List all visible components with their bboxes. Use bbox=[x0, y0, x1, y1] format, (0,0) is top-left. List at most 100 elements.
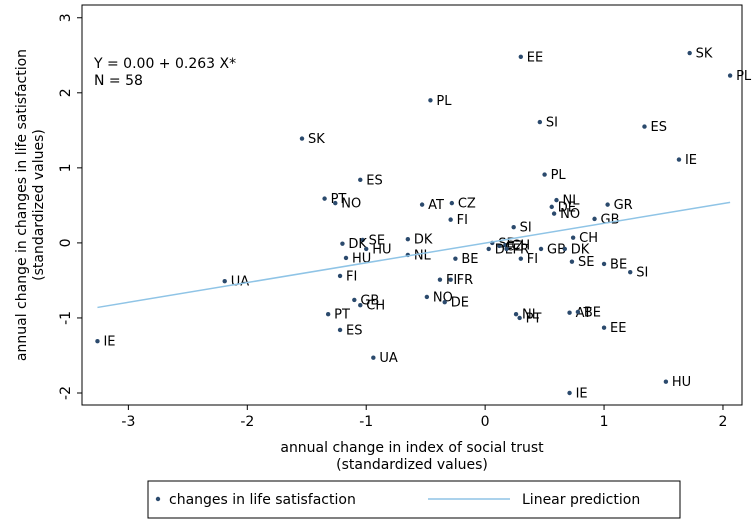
point-label: BE bbox=[461, 252, 478, 267]
point bbox=[360, 237, 365, 243]
point bbox=[337, 273, 343, 279]
point bbox=[542, 172, 547, 177]
point-label: CZ bbox=[505, 239, 523, 254]
point-label: IE bbox=[685, 153, 697, 168]
legend-label: changes in life satisfaction bbox=[169, 492, 356, 508]
point bbox=[567, 310, 572, 315]
point bbox=[687, 50, 692, 56]
x-tick-label: -3 bbox=[121, 414, 135, 430]
point-label: NL bbox=[522, 308, 540, 323]
point-label: FI bbox=[346, 269, 357, 284]
point bbox=[663, 379, 669, 384]
point-label: NO bbox=[560, 207, 580, 222]
x-tick-label: -2 bbox=[240, 414, 254, 430]
point-label: CH bbox=[579, 231, 598, 246]
point bbox=[642, 124, 647, 129]
point bbox=[562, 246, 568, 252]
y-tick-label: 1 bbox=[58, 163, 74, 172]
point bbox=[567, 390, 572, 396]
point bbox=[518, 256, 524, 261]
point bbox=[601, 325, 607, 330]
point-label: HU bbox=[672, 375, 691, 390]
point-label: ES bbox=[346, 323, 362, 338]
point bbox=[453, 256, 458, 261]
y-tick-label: -2 bbox=[58, 386, 74, 400]
point bbox=[551, 211, 557, 216]
point bbox=[601, 261, 607, 267]
point bbox=[337, 327, 343, 333]
point bbox=[511, 224, 516, 230]
point bbox=[517, 315, 522, 321]
x-tick-label: 0 bbox=[481, 414, 490, 430]
point-label: PL bbox=[551, 168, 567, 183]
point bbox=[419, 202, 425, 207]
legend-box bbox=[147, 480, 681, 519]
y-tick-label: 3 bbox=[58, 13, 74, 22]
point bbox=[537, 119, 543, 125]
point-label: GB bbox=[547, 242, 566, 257]
x-tick-label: -1 bbox=[359, 414, 373, 430]
point bbox=[405, 236, 411, 242]
point bbox=[428, 98, 433, 103]
point-label: SK bbox=[308, 132, 325, 147]
point bbox=[299, 136, 305, 141]
point-label: DK bbox=[414, 233, 433, 248]
point bbox=[358, 177, 363, 183]
y-tick-label: 2 bbox=[58, 88, 74, 97]
point-label: IE bbox=[103, 335, 115, 350]
annotation: Y = 0.00 + 0.263 X* bbox=[93, 56, 236, 72]
point-label: SE bbox=[578, 255, 594, 270]
x-tick-label: 1 bbox=[600, 414, 609, 430]
point-label: EE bbox=[610, 321, 626, 336]
point bbox=[95, 339, 100, 344]
point bbox=[592, 216, 597, 222]
point-label: DE bbox=[558, 200, 576, 215]
point bbox=[497, 243, 502, 249]
point bbox=[437, 277, 443, 282]
point-label: PT bbox=[334, 308, 350, 323]
point bbox=[554, 197, 559, 203]
point bbox=[322, 196, 327, 201]
point bbox=[569, 259, 575, 264]
point bbox=[424, 294, 430, 300]
point-label: AT bbox=[428, 198, 444, 213]
point bbox=[442, 299, 447, 305]
x-tick-label: 2 bbox=[719, 414, 728, 430]
point-label: BE bbox=[610, 257, 627, 272]
point bbox=[325, 311, 331, 317]
point bbox=[549, 204, 554, 210]
point bbox=[222, 278, 227, 284]
point-label: ES bbox=[366, 173, 382, 188]
annotation: N = 58 bbox=[94, 73, 143, 89]
point-label: CH bbox=[511, 239, 530, 254]
point-label: BE bbox=[584, 305, 601, 320]
point-label: PT bbox=[526, 311, 542, 326]
point-label: DK bbox=[348, 237, 367, 252]
point-label: ES bbox=[650, 120, 666, 135]
point-label: UA bbox=[231, 275, 250, 290]
y-axis-title: (standardized values) bbox=[31, 129, 47, 281]
point bbox=[352, 297, 357, 303]
point bbox=[371, 355, 376, 360]
point-label: NO bbox=[433, 290, 453, 305]
point bbox=[518, 54, 524, 59]
point bbox=[513, 311, 519, 317]
point bbox=[448, 217, 453, 222]
x-axis-title: annual change in index of social trust bbox=[280, 440, 544, 456]
fit-line bbox=[97, 201, 731, 309]
point bbox=[504, 246, 509, 252]
point bbox=[570, 235, 576, 240]
point-label: IE bbox=[576, 386, 588, 401]
point bbox=[364, 246, 369, 252]
legend-marker bbox=[155, 496, 161, 502]
legend-label: Linear prediction bbox=[522, 492, 640, 508]
point-label: NL bbox=[414, 248, 432, 263]
point bbox=[727, 73, 733, 78]
point-label: DK bbox=[571, 242, 590, 257]
point bbox=[605, 202, 610, 207]
point bbox=[575, 309, 581, 315]
point-label: DE bbox=[451, 296, 469, 311]
x-axis-title: (standardized values) bbox=[336, 457, 488, 473]
point bbox=[343, 255, 349, 261]
y-tick-label: -1 bbox=[58, 311, 74, 325]
